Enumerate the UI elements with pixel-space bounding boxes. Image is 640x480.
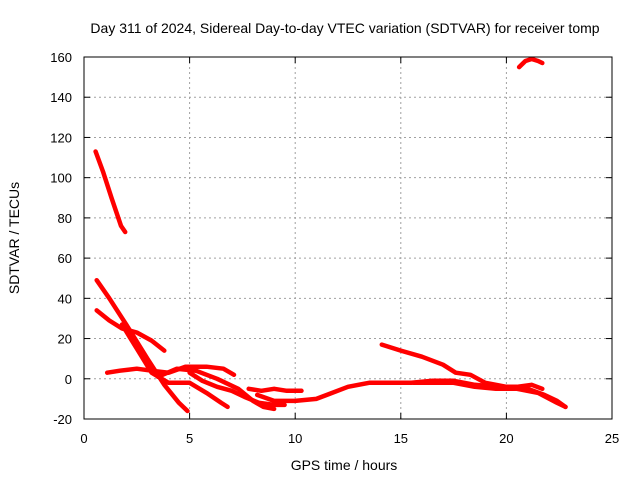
y-tick-label: 0 xyxy=(65,372,72,387)
series-s5 xyxy=(119,322,230,410)
chart-title: Day 311 of 2024, Sidereal Day-to-day VTE… xyxy=(90,20,599,36)
x-tick-label: 10 xyxy=(288,431,302,446)
series-s3 xyxy=(94,308,167,353)
y-tick-label: -20 xyxy=(53,412,72,427)
y-tick-label: 120 xyxy=(50,130,72,145)
x-tick-label: 20 xyxy=(499,431,513,446)
series-s10 xyxy=(379,342,568,410)
y-tick-label: 40 xyxy=(58,291,72,306)
series-s11 xyxy=(411,380,568,410)
y-axis-label: SDTVAR / TECUs xyxy=(6,182,22,294)
y-tick-label: 60 xyxy=(58,251,72,266)
series-s8 xyxy=(246,386,304,394)
x-tick-label: 15 xyxy=(394,431,408,446)
grid xyxy=(84,57,612,419)
y-tick-label: 160 xyxy=(50,50,72,65)
series-s2 xyxy=(94,277,190,414)
y-tick-label: 20 xyxy=(58,332,72,347)
series-s12 xyxy=(516,56,545,70)
ticks: 0 5 10 15 20 25 -20 0 20 40 60 80 100 120 140 160 xyxy=(50,50,619,446)
plot-area xyxy=(93,56,568,414)
x-tick-label: 0 xyxy=(80,431,87,446)
x-tick-label: 5 xyxy=(186,431,193,446)
series-s7 xyxy=(187,370,287,408)
series-s6 xyxy=(155,366,277,412)
y-tick-label: 80 xyxy=(58,211,72,226)
x-axis-label: GPS time / hours xyxy=(291,457,398,473)
y-tick-label: 140 xyxy=(50,90,72,105)
x-tick-label: 25 xyxy=(605,431,619,446)
y-tick-label: 100 xyxy=(50,171,72,186)
series-s1 xyxy=(93,149,128,235)
plot-frame xyxy=(83,56,613,420)
